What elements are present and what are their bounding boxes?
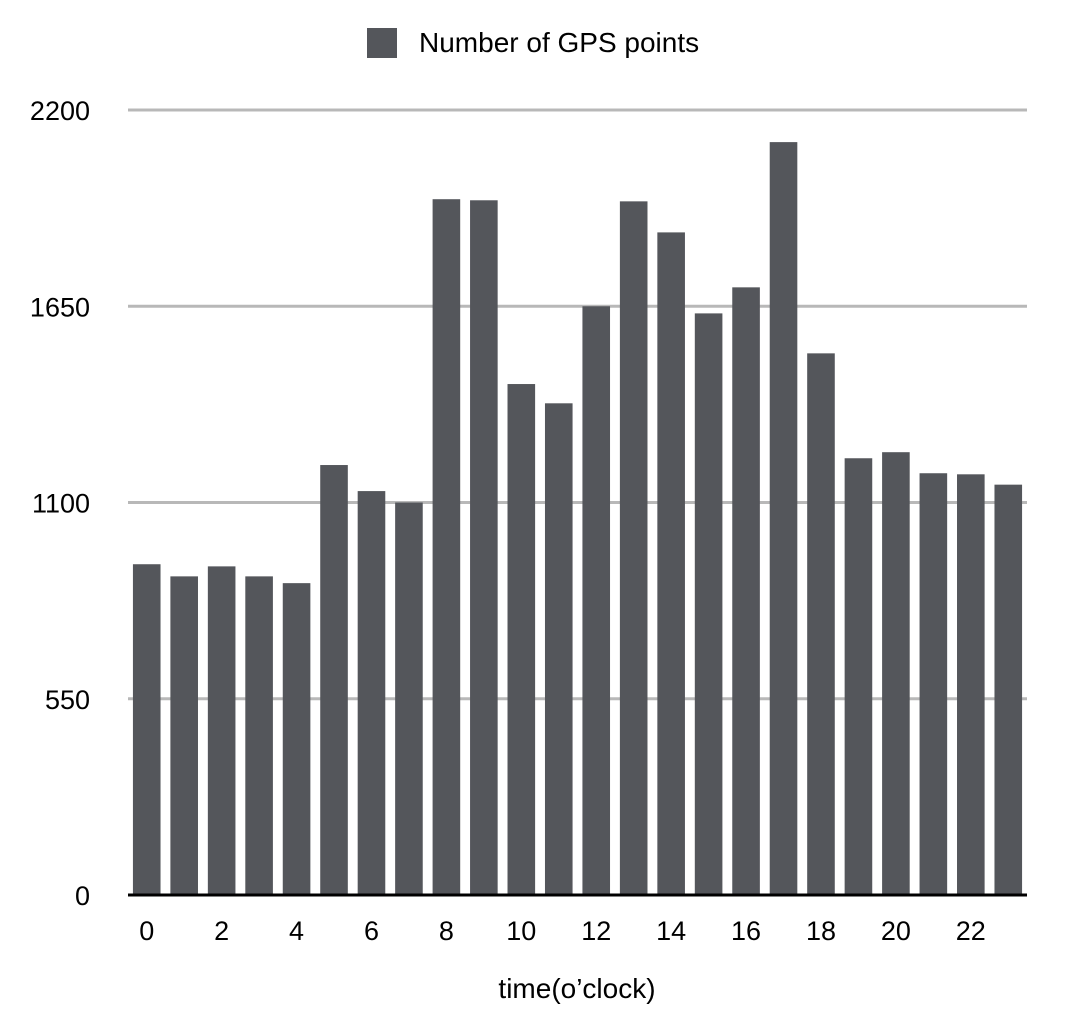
bars (132, 142, 1023, 896)
x-tick-label: 6 (364, 916, 379, 946)
bar-hour-21 (919, 473, 948, 895)
bar-hour-12 (582, 306, 611, 895)
bar-hour-9 (470, 200, 498, 895)
bar-hour-22 (957, 474, 985, 895)
bar-hour-20 (882, 452, 910, 895)
x-tick-label: 0 (139, 916, 154, 946)
y-tick-label: 550 (45, 685, 90, 715)
bar-hour-23 (994, 484, 1023, 895)
bar-hour-1 (170, 576, 198, 895)
bar-hour-10 (507, 384, 536, 895)
legend-swatch (367, 28, 397, 58)
bar-hour-14 (657, 232, 685, 895)
y-tick-label: 1650 (30, 292, 90, 322)
x-tick-label: 8 (439, 916, 454, 946)
bar-hour-4 (282, 583, 311, 895)
bar-hour-18 (807, 353, 835, 896)
x-tick-label: 16 (731, 916, 761, 946)
bar-hour-2 (207, 566, 236, 895)
y-tick-label: 2200 (30, 96, 90, 126)
bar-hour-0 (132, 564, 161, 895)
x-tick-label: 22 (956, 916, 986, 946)
x-tick-label: 2 (214, 916, 229, 946)
y-axis-ticks: 0 550 1100 1650 2200 (30, 96, 90, 911)
x-tick-label: 14 (656, 916, 686, 946)
x-tick-label: 20 (881, 916, 911, 946)
bar-hour-6 (357, 491, 386, 895)
bar-hour-17 (769, 142, 798, 895)
legend: Number of GPS points (367, 27, 699, 58)
legend-label: Number of GPS points (419, 27, 699, 58)
x-axis-title: time(o’clock) (498, 973, 655, 1004)
bar-hour-13 (619, 201, 648, 895)
x-tick-label: 12 (581, 916, 611, 946)
bar-hour-19 (844, 458, 873, 895)
bar-hour-3 (245, 576, 273, 895)
x-tick-label: 10 (506, 916, 536, 946)
y-tick-label: 0 (75, 881, 90, 911)
bar-hour-8 (432, 199, 461, 896)
y-tick-label: 1100 (32, 489, 90, 519)
bar-hour-5 (320, 465, 348, 895)
x-axis-ticks: 0 2 4 6 8 10 12 14 16 18 20 22 (139, 916, 986, 946)
bar-hour-16 (732, 287, 760, 895)
bar-hour-7 (395, 502, 423, 895)
gridlines (128, 108, 1027, 701)
bar-hour-15 (694, 313, 723, 895)
x-tick-label: 18 (806, 916, 836, 946)
x-tick-label: 4 (289, 916, 304, 946)
bar-hour-11 (544, 403, 573, 895)
